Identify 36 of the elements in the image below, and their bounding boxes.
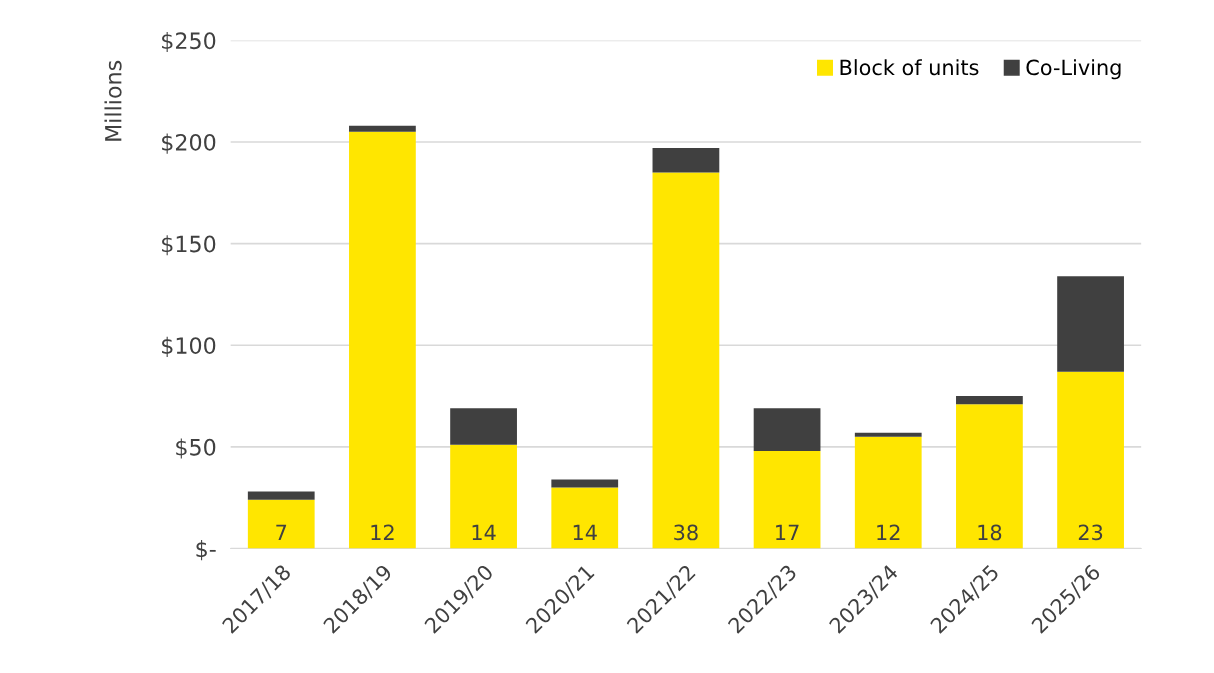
y-tick-label: $250 bbox=[162, 31, 216, 53]
y-tick-label: $200 bbox=[162, 133, 216, 154]
bar bbox=[956, 404, 1023, 549]
y-axis-title: Millions bbox=[104, 60, 122, 141]
annotation: 17 bbox=[776, 524, 799, 541]
bar bbox=[551, 487, 619, 549]
bar bbox=[753, 408, 821, 451]
annotation: 38 bbox=[674, 524, 698, 541]
annotation: 12 bbox=[371, 524, 394, 541]
bar bbox=[1057, 276, 1124, 372]
annotation: 14 bbox=[472, 524, 496, 541]
annotation: 12 bbox=[877, 524, 900, 541]
annotation: 18 bbox=[978, 524, 1002, 541]
bar bbox=[551, 479, 619, 488]
bar bbox=[450, 444, 517, 549]
bar bbox=[854, 436, 922, 549]
bar bbox=[854, 432, 922, 437]
bar bbox=[247, 491, 315, 500]
legend-label: Co-Living bbox=[1026, 59, 1121, 80]
bar bbox=[349, 131, 416, 549]
annotation: 7 bbox=[276, 524, 287, 541]
bar bbox=[956, 396, 1023, 405]
y-tick-label: $50 bbox=[176, 438, 216, 459]
y-tick-label: $- bbox=[196, 540, 216, 561]
annotation: 23 bbox=[1078, 524, 1103, 541]
legend-label: Block of units bbox=[840, 59, 979, 76]
y-tick-label: $100 bbox=[162, 336, 216, 357]
annotation: 14 bbox=[573, 524, 597, 541]
bar bbox=[450, 408, 517, 445]
bar bbox=[349, 125, 416, 132]
bar bbox=[652, 148, 720, 173]
bar bbox=[247, 499, 315, 549]
bar bbox=[753, 450, 821, 549]
bar bbox=[652, 172, 720, 549]
bar bbox=[1057, 371, 1124, 549]
y-tick-label: $150 bbox=[162, 235, 216, 256]
